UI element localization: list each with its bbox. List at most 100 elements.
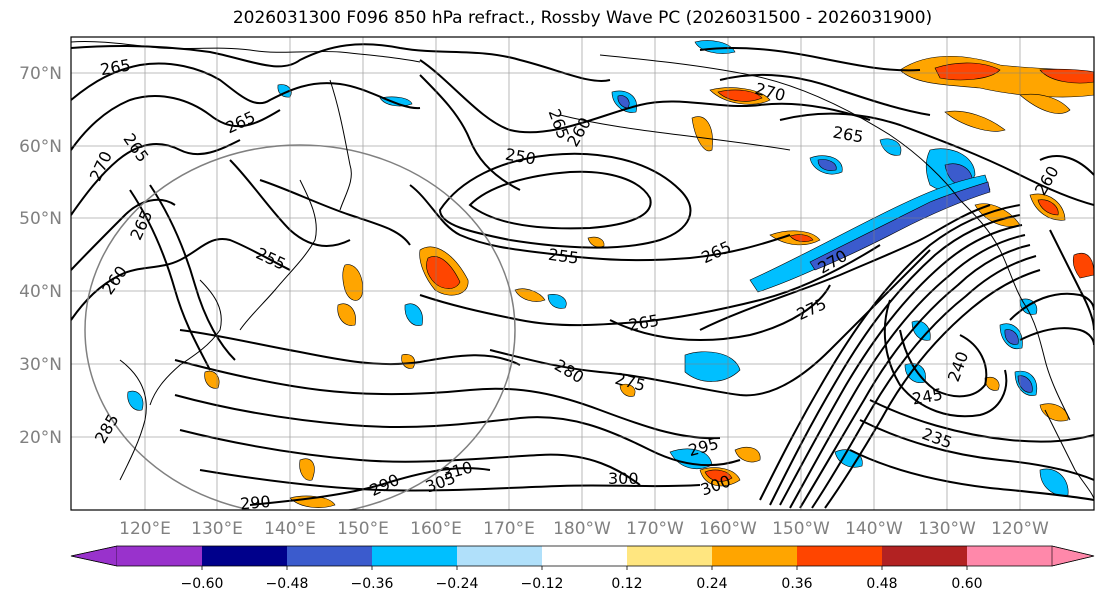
colorbar-bin bbox=[627, 546, 712, 566]
colorbar-bin bbox=[117, 546, 202, 566]
colorbar-bin bbox=[202, 546, 287, 566]
colorbar-bin bbox=[797, 546, 882, 566]
patch-darkblue bbox=[817, 159, 837, 171]
contour-line bbox=[71, 62, 421, 110]
patch-darkblue bbox=[1017, 375, 1033, 393]
map-frame bbox=[70, 36, 1095, 511]
latitude-labels: 70°N 60°N 50°N 40°N 30°N 20°N bbox=[19, 64, 62, 448]
lon-label: 120°W bbox=[991, 519, 1049, 539]
patch-red bbox=[934, 62, 1001, 81]
coastline-aleutian bbox=[559, 114, 791, 151]
contour-line bbox=[699, 47, 921, 72]
contour-line bbox=[811, 255, 1037, 509]
lon-label: 160°E bbox=[410, 519, 462, 539]
patch-blue bbox=[879, 138, 902, 156]
contour-line bbox=[699, 204, 991, 331]
contour-line bbox=[899, 329, 988, 398]
colorbar-tick-label: −0.12 bbox=[521, 576, 564, 592]
patch-blue bbox=[684, 351, 741, 382]
contour-line bbox=[719, 73, 931, 116]
contour-line bbox=[489, 249, 931, 397]
contour-line bbox=[179, 429, 641, 486]
patch-orange bbox=[1019, 93, 1071, 114]
patch-orange bbox=[337, 303, 356, 326]
contour-line bbox=[779, 224, 1023, 506]
patch-orange bbox=[204, 370, 220, 389]
lat-label: 30°N bbox=[19, 355, 62, 375]
contour-line bbox=[149, 184, 236, 361]
contour-line bbox=[1039, 155, 1094, 176]
colorbar-tick-label: −0.36 bbox=[351, 576, 394, 592]
coastline-east-china bbox=[119, 359, 147, 481]
coastline-alaska bbox=[599, 54, 961, 201]
lon-label: 130°E bbox=[191, 519, 243, 539]
colorbar: −0.60 −0.48 −0.36 −0.24 −0.12 0.12 0.24 … bbox=[70, 545, 1095, 592]
patch-orange bbox=[691, 116, 713, 152]
contour-line bbox=[419, 59, 871, 134]
lon-label: 150°E bbox=[337, 519, 389, 539]
lat-label: 40°N bbox=[19, 282, 62, 302]
lon-label: 130°W bbox=[918, 519, 976, 539]
patch-orange bbox=[1039, 403, 1069, 422]
contour-line bbox=[174, 359, 721, 440]
contour-line bbox=[409, 184, 791, 262]
patch-red bbox=[717, 89, 763, 102]
colorbar-outline bbox=[70, 545, 1095, 567]
patch-blue bbox=[547, 294, 567, 309]
lon-label: 140°W bbox=[845, 519, 903, 539]
contour-line bbox=[71, 139, 241, 216]
contour-lines bbox=[71, 43, 1094, 509]
colorbar-tick-label: −0.48 bbox=[266, 576, 309, 592]
contour-line bbox=[179, 329, 521, 366]
lat-label: 20°N bbox=[19, 428, 62, 448]
coastline-baja bbox=[1044, 409, 1094, 501]
patch-red bbox=[704, 469, 733, 482]
contour-label: 255 bbox=[547, 245, 580, 268]
colorbar-tick-label: 0.36 bbox=[781, 576, 812, 592]
coastline-asia bbox=[71, 41, 421, 63]
contour-line bbox=[71, 238, 291, 321]
patch-orange bbox=[944, 110, 1006, 132]
contour-line bbox=[779, 112, 1094, 206]
gridlines bbox=[71, 37, 1094, 510]
coastlines bbox=[71, 41, 1094, 501]
contour-line bbox=[799, 244, 1031, 509]
patch-orange bbox=[587, 236, 605, 248]
colorbar-bin bbox=[882, 546, 967, 566]
contour-label: 290 bbox=[239, 492, 271, 514]
patch-orange bbox=[401, 354, 416, 369]
colorbar-tick-label: 0.24 bbox=[696, 576, 727, 592]
contour-line bbox=[468, 170, 652, 230]
contour-line bbox=[849, 449, 1094, 501]
longitude-labels: 120°E 130°E 140°E 150°E 160°E 170°E 180°… bbox=[119, 519, 1049, 539]
contour-line bbox=[438, 152, 692, 249]
colorbar-extend-right bbox=[1051, 545, 1095, 567]
colorbar-tick-label: 0.60 bbox=[951, 576, 982, 592]
colorbar-tick-label: 0.12 bbox=[611, 576, 642, 592]
shaded-anomaly-patches bbox=[127, 40, 1094, 508]
colorbar-bin bbox=[372, 546, 457, 566]
colorbar-bin bbox=[287, 546, 372, 566]
patch-orange bbox=[984, 377, 1000, 391]
contour-line bbox=[419, 244, 881, 327]
lon-label: 120°E bbox=[119, 519, 171, 539]
patch-orange bbox=[299, 458, 315, 481]
coastline-kamchatka bbox=[329, 79, 352, 211]
contour-line bbox=[609, 284, 831, 341]
lon-label: 180°W bbox=[553, 519, 611, 539]
patch-orange bbox=[514, 288, 546, 302]
coastline-na-west bbox=[959, 199, 1071, 421]
colorbar-bin bbox=[967, 546, 1052, 566]
patch-darkblue-band bbox=[809, 181, 991, 271]
patch-red bbox=[1037, 199, 1059, 216]
contour-line bbox=[769, 214, 1021, 506]
contour-line bbox=[129, 189, 211, 371]
patch-red bbox=[426, 256, 461, 289]
lon-label: 170°E bbox=[483, 519, 535, 539]
contour-line bbox=[71, 94, 281, 151]
patch-orange bbox=[1072, 252, 1094, 279]
reference-circle bbox=[84, 144, 516, 510]
patch-orange bbox=[619, 383, 636, 397]
contour-line bbox=[199, 469, 701, 492]
